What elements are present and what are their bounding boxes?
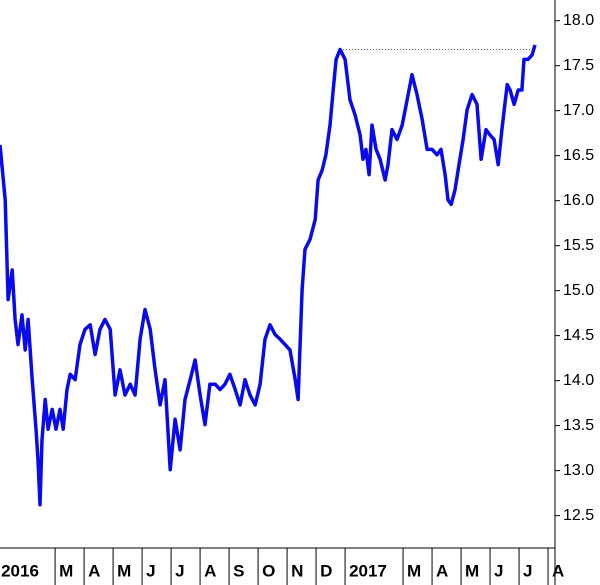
y-tick-label: 16.5 bbox=[563, 147, 594, 164]
x-tick-label: 2016 bbox=[1, 561, 39, 580]
y-tick-label: 17.0 bbox=[563, 102, 594, 119]
x-tick-label: A bbox=[552, 561, 564, 580]
x-tick-label: A bbox=[436, 561, 448, 580]
x-tick-label: J bbox=[494, 561, 503, 580]
x-tick-label: M bbox=[465, 561, 479, 580]
x-tick-label: M bbox=[117, 561, 131, 580]
price-line bbox=[0, 44, 537, 507]
y-tick-label: 14.0 bbox=[563, 372, 594, 389]
y-tick-label: 15.0 bbox=[563, 282, 594, 299]
y-tick-label: 18.0 bbox=[563, 12, 594, 29]
x-tick-label: O bbox=[262, 561, 275, 580]
x-tick-label: M bbox=[59, 561, 73, 580]
x-tick-label: D bbox=[320, 561, 332, 580]
y-tick-label: 13.0 bbox=[563, 462, 594, 479]
x-tick-label: J bbox=[523, 561, 532, 580]
x-tick-label: M bbox=[407, 561, 421, 580]
x-tick-label: J bbox=[146, 561, 155, 580]
y-tick-label: 14.5 bbox=[563, 327, 594, 344]
y-tick-label: 13.5 bbox=[563, 417, 594, 434]
y-tick-label: 16.0 bbox=[563, 192, 594, 209]
x-tick-label: A bbox=[88, 561, 100, 580]
x-tick-label: N bbox=[291, 561, 303, 580]
x-tick-label: S bbox=[233, 561, 244, 580]
x-tick-label: 2017 bbox=[349, 561, 387, 580]
y-tick-label: 17.5 bbox=[563, 57, 594, 74]
x-tick-label: J bbox=[175, 561, 184, 580]
y-tick-label: 12.5 bbox=[563, 507, 594, 524]
y-tick-label: 15.5 bbox=[563, 237, 594, 254]
x-tick-label: A bbox=[204, 561, 216, 580]
